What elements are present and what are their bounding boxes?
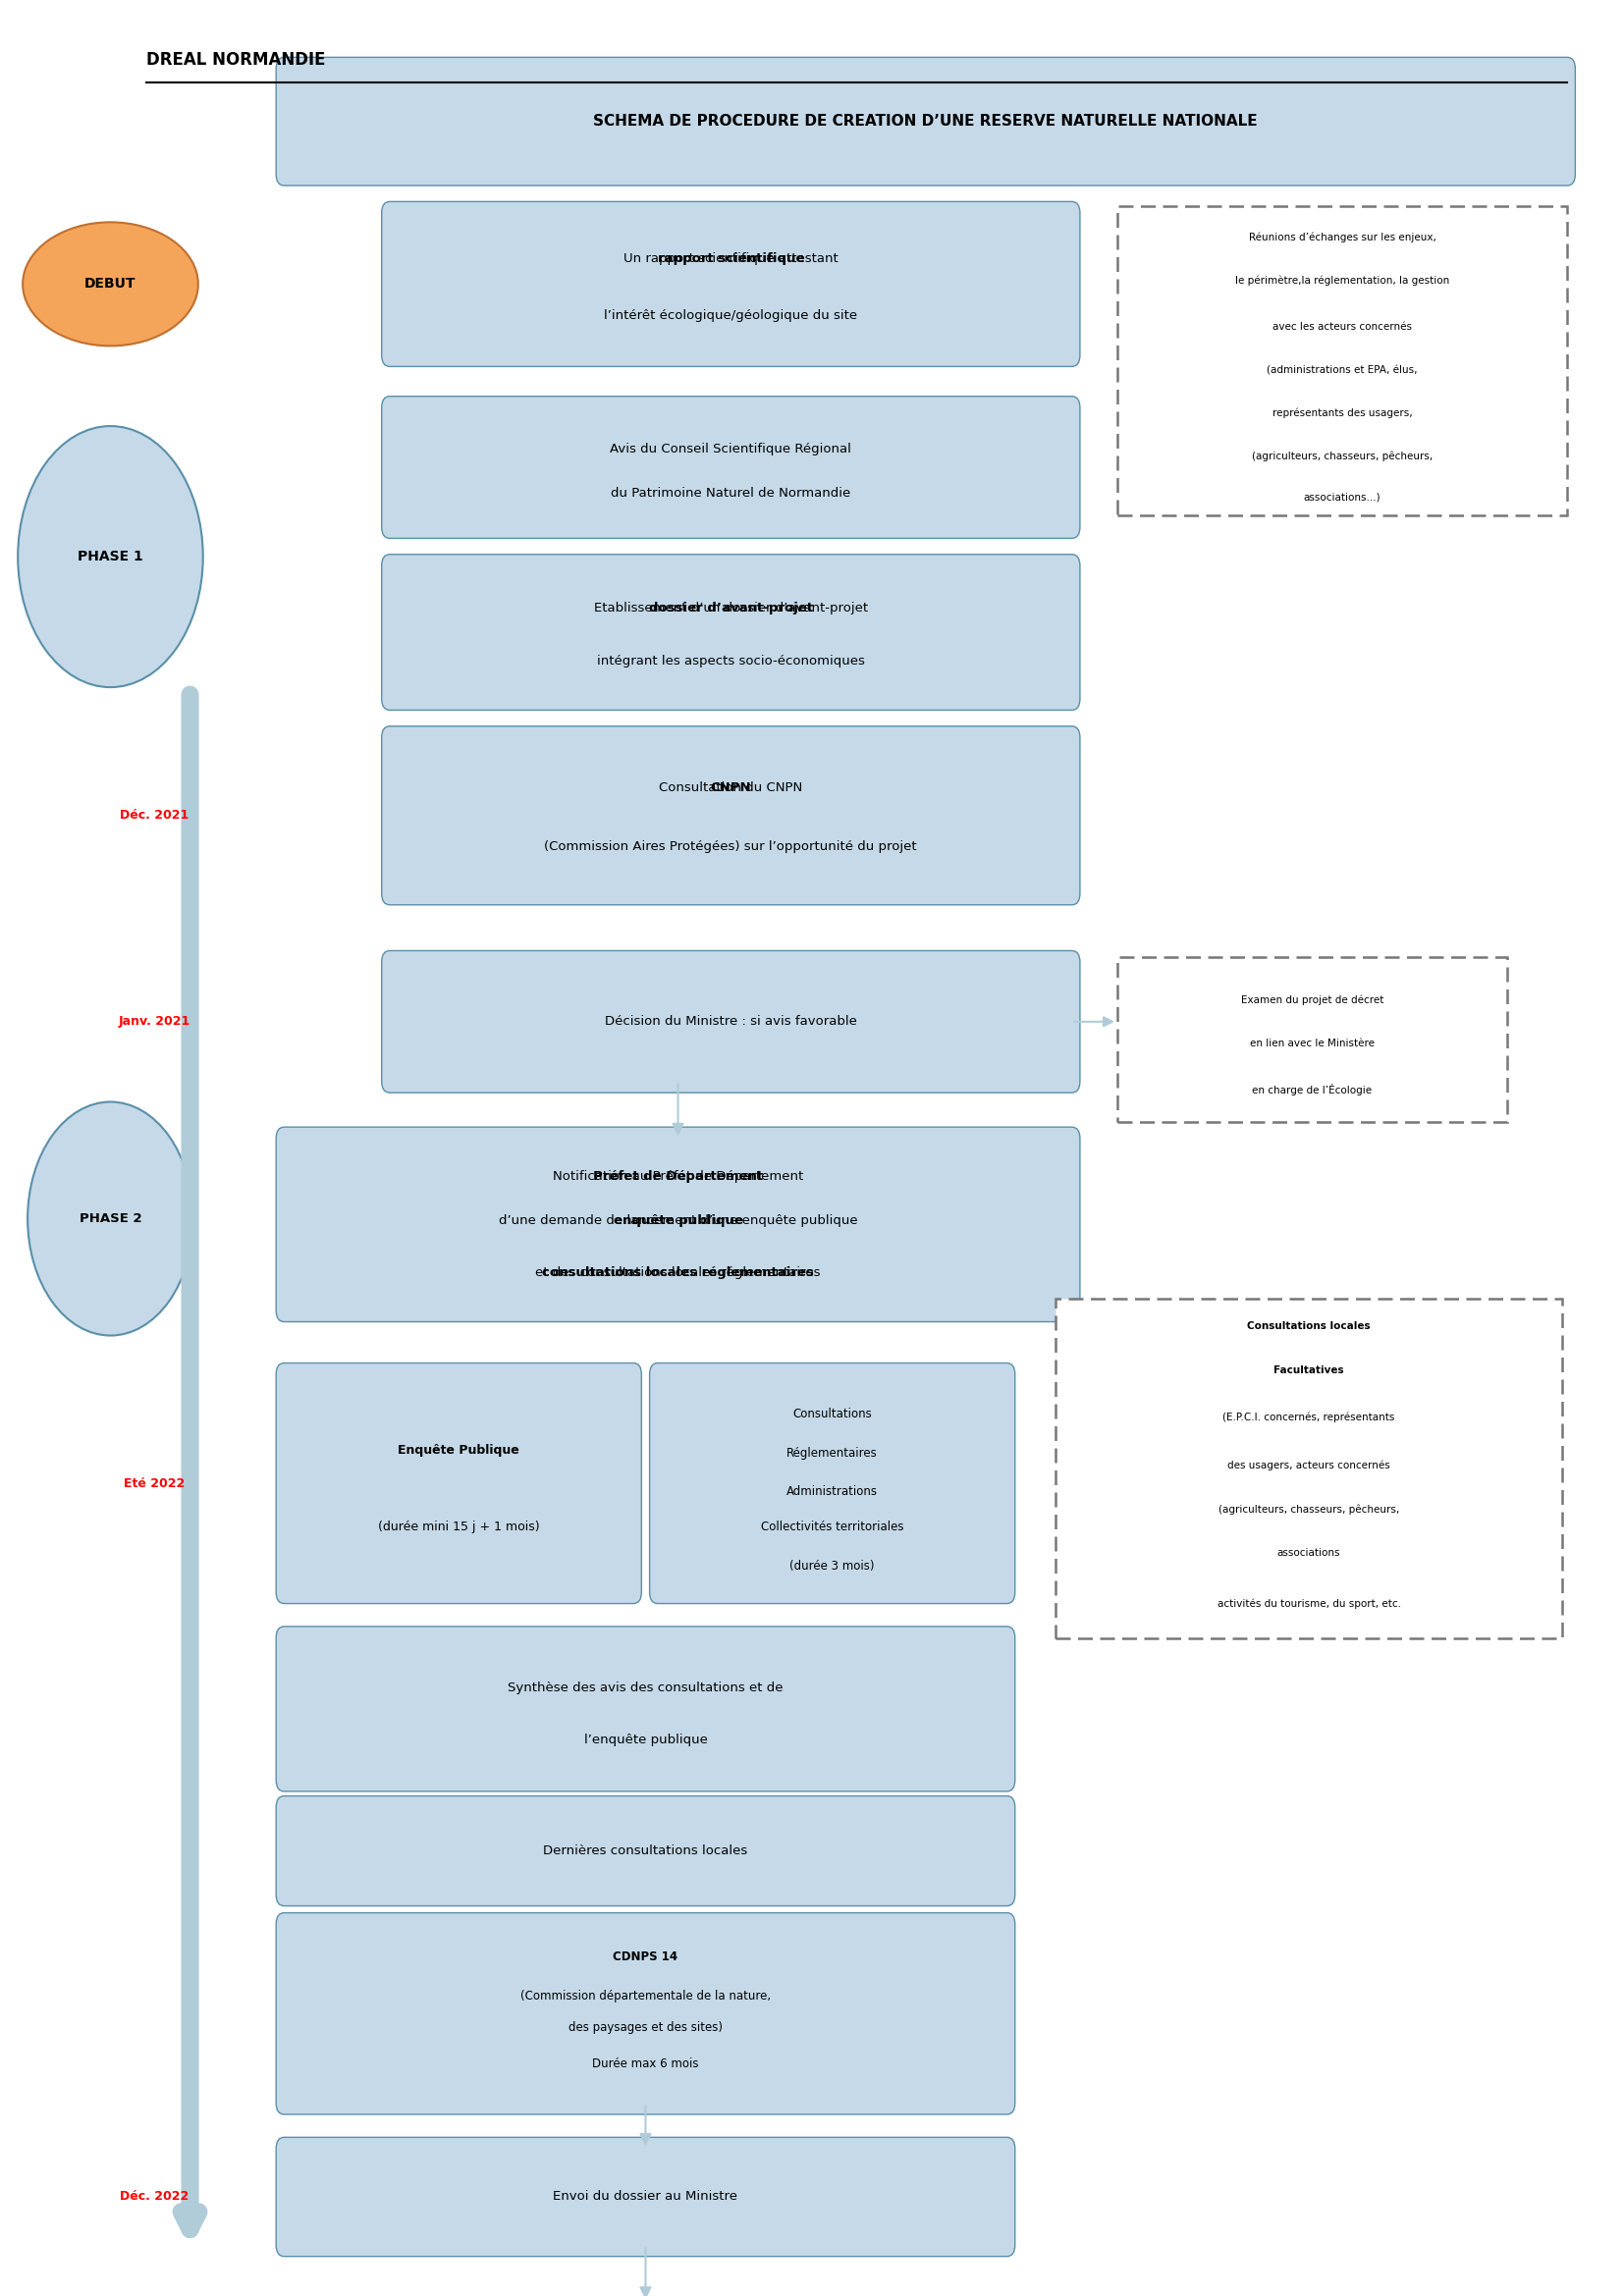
Text: (agriculteurs, chasseurs, pêcheurs,: (agriculteurs, chasseurs, pêcheurs, [1218, 1504, 1400, 1515]
Text: (Commission départementale de la nature,: (Commission départementale de la nature, [520, 1988, 771, 2002]
Text: l’intérêt écologique/géologique du site: l’intérêt écologique/géologique du site [604, 310, 857, 321]
Text: associations: associations [1278, 1548, 1340, 1559]
Text: activités du tourisme, du sport, etc.: activités du tourisme, du sport, etc. [1216, 1598, 1402, 1609]
Text: en charge de l’Écologie: en charge de l’Écologie [1252, 1084, 1372, 1095]
Bar [1117, 957, 1507, 1123]
Bar [1117, 207, 1567, 514]
Text: Décision du Ministre : si avis favorable: Décision du Ministre : si avis favorable [604, 1015, 857, 1029]
Text: Notification au Préfet de Département: Notification au Préfet de Département [552, 1171, 804, 1182]
Text: d’une demande de lancement d’une enquête publique: d’une demande de lancement d’une enquête… [499, 1215, 857, 1228]
Text: (durée 3 mois): (durée 3 mois) [789, 1559, 875, 1573]
FancyBboxPatch shape [382, 726, 1080, 905]
FancyBboxPatch shape [650, 1364, 1015, 1603]
Text: Facultatives: Facultatives [1273, 1366, 1345, 1375]
Text: dossier d’avant-projet: dossier d’avant-projet [648, 602, 814, 615]
FancyBboxPatch shape [382, 951, 1080, 1093]
FancyBboxPatch shape [276, 1127, 1080, 1322]
Text: Enquête Publique: Enquête Publique [398, 1444, 520, 1458]
FancyBboxPatch shape [382, 553, 1080, 709]
Text: l’enquête publique: l’enquête publique [583, 1733, 708, 1747]
FancyBboxPatch shape [276, 1626, 1015, 1791]
Text: CDNPS 14: CDNPS 14 [614, 1949, 677, 1963]
Text: des paysages et des sites): des paysages et des sites) [568, 2020, 723, 2034]
Text: (administrations et EPA, élus,: (administrations et EPA, élus, [1267, 365, 1418, 374]
Text: avec les acteurs concernés: avec les acteurs concernés [1273, 321, 1411, 331]
FancyBboxPatch shape [276, 57, 1575, 186]
Text: représentants des usagers,: représentants des usagers, [1272, 409, 1413, 418]
Text: SCHEMA DE PROCEDURE DE CREATION D’UNE RESERVE NATURELLE NATIONALE: SCHEMA DE PROCEDURE DE CREATION D’UNE RE… [593, 115, 1259, 129]
FancyBboxPatch shape [276, 1795, 1015, 1906]
Text: des usagers, acteurs concernés: des usagers, acteurs concernés [1228, 1460, 1390, 1469]
Text: le périmètre,la réglementation, la gestion: le périmètre,la réglementation, la gesti… [1236, 276, 1449, 285]
Text: associations...): associations...) [1304, 491, 1380, 503]
Text: rapport scientifique: rapport scientifique [658, 253, 804, 264]
Text: Dernières consultations locales: Dernières consultations locales [544, 1844, 747, 1857]
Text: Consultations locales: Consultations locales [1247, 1320, 1371, 1332]
Text: DEBUT: DEBUT [84, 278, 136, 292]
FancyBboxPatch shape [276, 1364, 641, 1603]
Text: enquête publique: enquête publique [614, 1215, 742, 1228]
Text: Eté 2022: Eté 2022 [123, 1476, 185, 1490]
Text: et des consultations locales réglementaires: et des consultations locales réglementai… [536, 1265, 820, 1279]
Text: Janv. 2021: Janv. 2021 [119, 1015, 190, 1029]
Text: Etablissement d’un dossier d’avant-projet: Etablissement d’un dossier d’avant-proje… [594, 602, 867, 615]
Text: Consultations: Consultations [793, 1407, 872, 1419]
Text: Déc. 2021: Déc. 2021 [120, 808, 188, 822]
Text: PHASE 1: PHASE 1 [78, 549, 143, 563]
Text: du Patrimoine Naturel de Normandie: du Patrimoine Naturel de Normandie [611, 487, 851, 501]
Text: (Commission Aires Protégées) sur l’opportunité du projet: (Commission Aires Protégées) sur l’oppor… [544, 840, 918, 854]
Text: intégrant les aspects socio-économiques: intégrant les aspects socio-économiques [598, 654, 864, 668]
Text: Un rapport scientifique attestant: Un rapport scientifique attestant [624, 253, 838, 264]
Text: Examen du projet de décret: Examen du projet de décret [1241, 994, 1384, 1006]
Text: (agriculteurs, chasseurs, pêcheurs,: (agriculteurs, chasseurs, pêcheurs, [1252, 452, 1432, 461]
Text: Consultation du CNPN: Consultation du CNPN [659, 781, 802, 794]
Text: consultations locales réglementaires: consultations locales réglementaires [542, 1265, 814, 1279]
Bar [1056, 1300, 1562, 1637]
FancyBboxPatch shape [382, 202, 1080, 367]
Text: Administrations: Administrations [786, 1486, 879, 1499]
Circle shape [28, 1102, 193, 1336]
Text: Avis du Conseil Scientifique Régional: Avis du Conseil Scientifique Régional [611, 443, 851, 457]
Text: (E.P.C.I. concernés, représentants: (E.P.C.I. concernés, représentants [1223, 1412, 1395, 1424]
Circle shape [18, 427, 203, 687]
Text: Envoi du dossier au Ministre: Envoi du dossier au Ministre [554, 2190, 737, 2204]
Ellipse shape [23, 223, 198, 347]
Text: Réglementaires: Réglementaires [786, 1446, 879, 1460]
Text: Réunions d’échanges sur les enjeux,: Réunions d’échanges sur les enjeux, [1249, 232, 1436, 243]
FancyBboxPatch shape [276, 1913, 1015, 2115]
Text: (durée mini 15 j + 1 mois): (durée mini 15 j + 1 mois) [378, 1520, 539, 1534]
Text: Synthèse des avis des consultations et de: Synthèse des avis des consultations et d… [508, 1681, 783, 1694]
Text: Préfet de Département: Préfet de Département [593, 1171, 763, 1182]
Text: Durée max 6 mois: Durée max 6 mois [593, 2057, 698, 2071]
FancyBboxPatch shape [276, 2138, 1015, 2257]
Text: en lien avec le Ministère: en lien avec le Ministère [1250, 1038, 1374, 1049]
Text: PHASE 2: PHASE 2 [80, 1212, 141, 1226]
FancyBboxPatch shape [382, 397, 1080, 537]
Text: Collectivités territoriales: Collectivités territoriales [762, 1520, 903, 1534]
Text: Déc. 2022: Déc. 2022 [120, 2190, 188, 2204]
Text: DREAL NORMANDIE: DREAL NORMANDIE [146, 51, 325, 69]
Text: CNPN: CNPN [710, 781, 752, 794]
